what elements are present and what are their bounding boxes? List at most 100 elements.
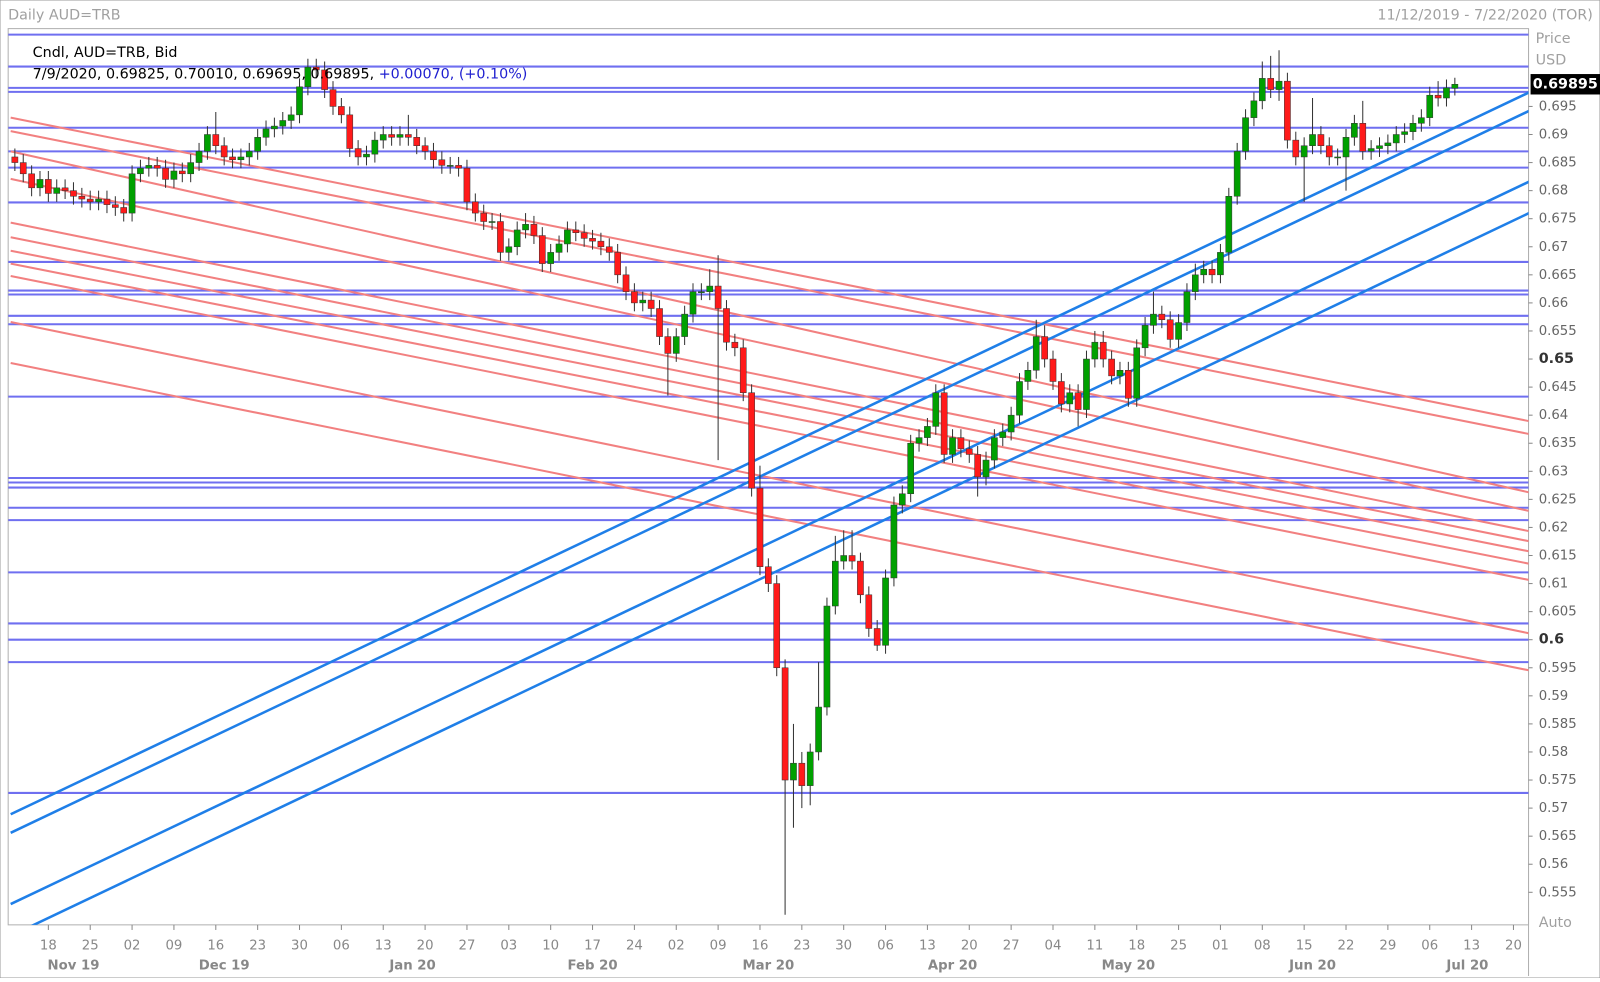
y-tick-label: 0.625 bbox=[1539, 492, 1577, 507]
candle-body bbox=[790, 762, 797, 781]
candle-body bbox=[522, 224, 529, 231]
candle-body bbox=[36, 179, 44, 189]
candle-body bbox=[1074, 392, 1082, 410]
candle-body bbox=[379, 134, 387, 141]
candle-body bbox=[832, 560, 839, 607]
red-trendline bbox=[10, 221, 1529, 533]
x-tick-label: 03 bbox=[500, 938, 517, 953]
month-label: May 20 bbox=[1102, 959, 1155, 974]
candle-body bbox=[840, 555, 848, 562]
y-tick-label: 0.595 bbox=[1539, 661, 1577, 676]
candle-body bbox=[723, 308, 730, 343]
candle-body bbox=[1049, 358, 1057, 382]
candle-body bbox=[296, 86, 303, 116]
candle-body bbox=[1183, 291, 1191, 323]
x-tick-label: 13 bbox=[375, 938, 392, 953]
candle-body bbox=[614, 252, 621, 276]
candle-body bbox=[999, 431, 1007, 438]
y-tick-label: 0.605 bbox=[1539, 605, 1577, 620]
blue-trendline bbox=[10, 180, 1529, 906]
candle-body bbox=[497, 221, 504, 253]
candle-body bbox=[1351, 123, 1358, 138]
candle-body bbox=[1242, 117, 1249, 152]
candle-body bbox=[53, 187, 61, 194]
candle-body bbox=[413, 137, 421, 146]
candle-body bbox=[1317, 134, 1325, 146]
candle-body bbox=[991, 437, 998, 461]
candle-body bbox=[103, 198, 111, 205]
red-trendline bbox=[10, 361, 1529, 672]
header-title: Daily AUD=TRB bbox=[8, 7, 120, 23]
candle-body bbox=[95, 198, 102, 203]
candle-body bbox=[907, 442, 914, 495]
x-tick-label: 23 bbox=[249, 938, 266, 953]
x-tick-label: 20 bbox=[417, 938, 434, 953]
candle-body bbox=[438, 159, 446, 166]
candle-body bbox=[1208, 268, 1216, 276]
candle-body bbox=[924, 426, 931, 438]
candle-body bbox=[898, 493, 906, 506]
candle-body bbox=[965, 448, 973, 455]
month-label: Nov 19 bbox=[48, 959, 100, 974]
candle-body bbox=[128, 173, 136, 214]
candle-body bbox=[45, 179, 52, 194]
month-label: Jun 20 bbox=[1288, 959, 1336, 974]
candle-body bbox=[112, 204, 119, 208]
candle-body bbox=[890, 504, 898, 579]
candle-body bbox=[329, 89, 337, 107]
candle-body bbox=[187, 162, 194, 175]
x-tick-label: 04 bbox=[1045, 938, 1062, 953]
candle-body bbox=[1451, 84, 1459, 89]
candle-body bbox=[672, 336, 680, 354]
x-tick-label: 25 bbox=[1170, 938, 1187, 953]
candle-body bbox=[304, 66, 312, 88]
y-tick-label: 0.575 bbox=[1539, 773, 1577, 788]
month-label: Jul 20 bbox=[1445, 959, 1488, 974]
candle-body bbox=[689, 291, 697, 315]
candle-body bbox=[120, 207, 128, 214]
candle-body bbox=[1434, 94, 1442, 99]
candle-body bbox=[1200, 268, 1208, 276]
candle-body bbox=[1083, 358, 1090, 410]
y-tick-label: 0.685 bbox=[1539, 156, 1577, 171]
candle-body bbox=[1150, 313, 1157, 326]
candle-body bbox=[1367, 148, 1375, 152]
candle-body bbox=[1192, 274, 1199, 292]
candle-body bbox=[1309, 134, 1316, 146]
y-tick-label: 0.57 bbox=[1539, 801, 1569, 816]
candle-body bbox=[346, 114, 354, 149]
candle-body bbox=[940, 392, 948, 455]
axis-mode[interactable]: Auto bbox=[1539, 915, 1572, 931]
candle-body bbox=[279, 120, 287, 127]
candle-body bbox=[1125, 370, 1132, 399]
red-trendline bbox=[10, 320, 1529, 635]
x-tick-label: 02 bbox=[668, 938, 685, 953]
candle-body bbox=[857, 560, 864, 596]
candle-body bbox=[1250, 100, 1258, 118]
x-tick-label: 27 bbox=[1003, 938, 1020, 953]
candle-body bbox=[605, 246, 613, 253]
candle-body bbox=[354, 148, 362, 158]
header-range: 11/12/2019 - 7/22/2020 (TOR) bbox=[1377, 7, 1592, 23]
candle-body bbox=[61, 187, 69, 191]
candle-body bbox=[421, 145, 429, 152]
y-tick-label: 0.64 bbox=[1539, 408, 1569, 423]
axis-unit: USD bbox=[1536, 52, 1567, 68]
x-tick-label: 20 bbox=[961, 938, 978, 953]
candle-body bbox=[1443, 87, 1450, 99]
info-ohlc: 0.69825, 0.70010, 0.69695, 0.69895, bbox=[106, 67, 374, 83]
candle-body bbox=[11, 156, 19, 163]
x-tick-label: 18 bbox=[1128, 938, 1145, 953]
last-price-box bbox=[1530, 74, 1600, 95]
x-tick-label: 13 bbox=[919, 938, 936, 953]
x-tick-label: 06 bbox=[1421, 938, 1438, 953]
x-tick-label: 16 bbox=[752, 938, 769, 953]
y-tick-label: 0.66 bbox=[1539, 296, 1569, 311]
candle-body bbox=[229, 156, 236, 161]
y-tick-label: 0.68 bbox=[1539, 184, 1569, 199]
blue-trendline bbox=[10, 109, 1529, 834]
candle-body bbox=[472, 201, 479, 214]
candle-body bbox=[212, 134, 220, 146]
candle-body bbox=[873, 628, 881, 646]
x-tick-label: 06 bbox=[333, 938, 350, 953]
